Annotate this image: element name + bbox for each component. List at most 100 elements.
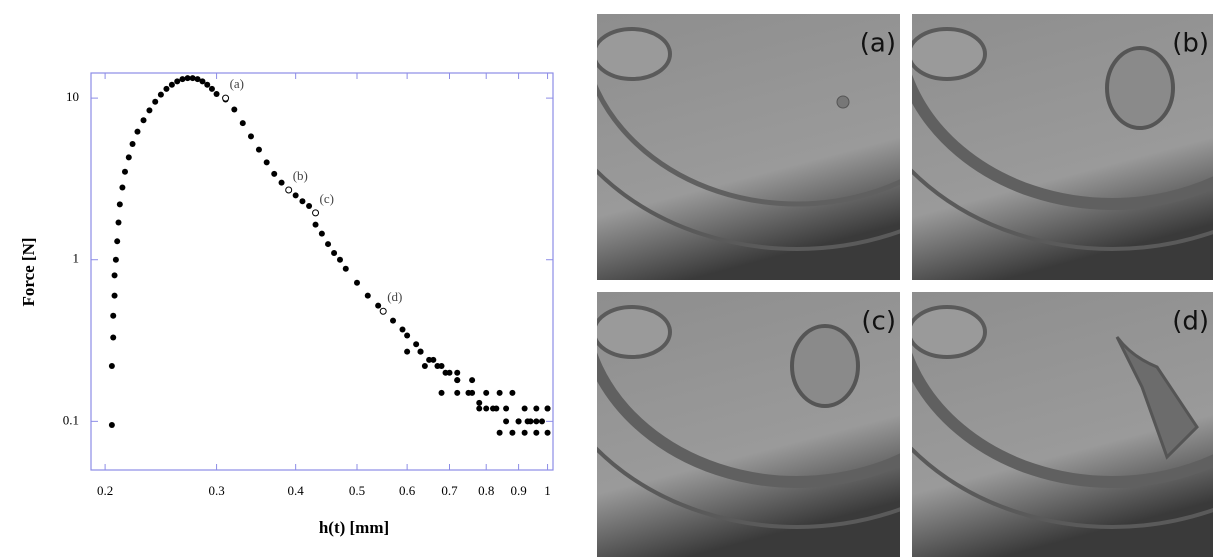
- data-point: [199, 78, 206, 85]
- data-point: [421, 363, 428, 370]
- data-point: [163, 85, 170, 92]
- photo-content: (c): [597, 292, 900, 557]
- drop: [1105, 46, 1175, 130]
- data-point: [112, 256, 119, 263]
- data-point: [312, 221, 319, 228]
- data-point: [489, 405, 496, 412]
- data-point: [521, 405, 528, 412]
- data-point: [404, 348, 411, 355]
- photo-content: (b): [912, 14, 1213, 280]
- data-point: [483, 405, 490, 412]
- data-point: [469, 389, 476, 396]
- data-point: [521, 429, 528, 436]
- data-point: [213, 91, 220, 98]
- x-tick-label: 0.4: [288, 483, 305, 498]
- panel-label: (a): [860, 29, 896, 59]
- inner-ring: [597, 83, 900, 207]
- data-point: [404, 332, 411, 339]
- data-point: [390, 317, 397, 324]
- data-point: [503, 405, 510, 412]
- data-point: [509, 429, 516, 436]
- outer-ring: [597, 446, 900, 529]
- inner-ring: [597, 352, 900, 488]
- y-tick-label: 0.1: [63, 412, 79, 427]
- data-point: [399, 326, 406, 333]
- annotation-marker: [312, 209, 320, 217]
- inner-ring: [912, 74, 1213, 210]
- data-point: [454, 389, 461, 396]
- data-point: [179, 76, 186, 83]
- data-point: [108, 363, 115, 370]
- left-bubble: [597, 305, 672, 359]
- data-point: [278, 179, 285, 186]
- annotation-marker: [379, 307, 387, 315]
- data-point: [318, 230, 325, 237]
- data-point: [454, 369, 461, 376]
- x-tick-label: 0.5: [349, 483, 365, 498]
- data-point: [116, 201, 123, 208]
- x-tick-label: 0.8: [478, 483, 494, 498]
- data-point: [469, 377, 476, 384]
- data-point: [476, 399, 483, 406]
- data-point: [111, 292, 118, 299]
- y-axis-label: Force [N]: [19, 237, 38, 306]
- data-point: [503, 418, 510, 425]
- data-point: [115, 219, 122, 226]
- photo-panel: (b): [912, 14, 1213, 280]
- data-point: [231, 106, 238, 113]
- finger: [1115, 336, 1199, 460]
- data-point: [364, 292, 371, 299]
- data-point: [331, 250, 338, 257]
- x-axis-label: h(t) [mm]: [319, 518, 389, 537]
- left-bubble: [912, 305, 987, 359]
- data-point: [306, 202, 313, 209]
- y-tick-label: 1: [73, 251, 80, 266]
- photo-panel: (a): [597, 14, 900, 280]
- data-point: [152, 98, 159, 105]
- data-point: [263, 159, 270, 166]
- annotation-label: (c): [320, 191, 334, 206]
- data-point: [544, 429, 551, 436]
- data-point: [539, 418, 546, 425]
- annotation-marker: [285, 186, 293, 194]
- data-point: [129, 141, 136, 148]
- data-point: [533, 429, 540, 436]
- x-tick-label: 0.6: [399, 483, 416, 498]
- data-point: [438, 363, 445, 370]
- data-point: [354, 279, 361, 286]
- data-point: [174, 78, 181, 85]
- data-point: [157, 91, 164, 98]
- data-point: [146, 107, 153, 114]
- data-point: [194, 76, 201, 83]
- data-point: [121, 168, 128, 175]
- data-point: [426, 356, 433, 363]
- data-point: [476, 405, 483, 412]
- panel-label: (b): [1172, 29, 1209, 59]
- x-tick-label: 0.2: [97, 483, 113, 498]
- data-point: [509, 389, 516, 396]
- data-point: [125, 154, 132, 161]
- data-point: [271, 170, 278, 177]
- data-point: [255, 146, 262, 153]
- data-point: [108, 421, 115, 428]
- data-point: [438, 389, 445, 396]
- y-tick-label: 10: [66, 89, 79, 104]
- panel-label: (c): [861, 307, 896, 337]
- data-point: [533, 405, 540, 412]
- data-point: [247, 133, 254, 140]
- data-point: [336, 256, 343, 263]
- data-point: [544, 405, 551, 412]
- annotation-label: (d): [387, 289, 402, 304]
- data-point: [292, 192, 299, 199]
- data-point: [515, 418, 522, 425]
- annotation-marker: [222, 94, 230, 102]
- data-point: [527, 418, 534, 425]
- outer-ring: [597, 168, 900, 251]
- x-tick-label: 0.3: [208, 483, 224, 498]
- outer-ring: [912, 446, 1213, 529]
- data-point: [325, 241, 332, 248]
- data-point: [417, 348, 424, 355]
- data-point: [168, 81, 175, 88]
